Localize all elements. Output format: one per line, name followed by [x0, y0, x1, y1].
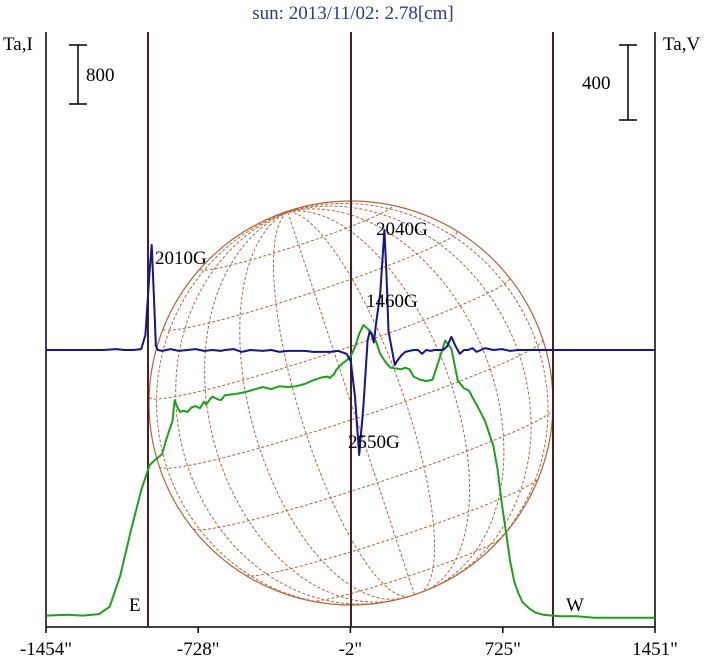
stokes-v-line: [46, 229, 655, 456]
x-tick-label: -728": [177, 639, 220, 660]
longitude-line: [155, 211, 355, 606]
left-axis-label: Ta,I: [3, 34, 33, 55]
longitude-line: [239, 211, 405, 600]
longitude-line: [273, 211, 410, 598]
latitude-line: [311, 537, 502, 602]
stokes-i-line: [45, 324, 655, 619]
right-scale-bar-label: 400: [582, 73, 611, 94]
x-tick-label: 1451": [632, 639, 678, 660]
left-scale-bar: [69, 44, 87, 105]
longitude-line: [287, 205, 532, 581]
latitude-line: [245, 478, 539, 577]
left-scale-bar-label: 800: [86, 65, 115, 86]
longitude-line: [204, 211, 393, 603]
west-limb-label: W: [566, 595, 584, 616]
latitude-line: [199, 205, 393, 271]
x-tick-label: -1454": [20, 639, 72, 660]
latitude-line: [162, 231, 458, 331]
annotation-1460G: 1460G: [366, 291, 418, 312]
longitude-line: [287, 211, 436, 594]
annotation-2550G: 2550G: [348, 432, 400, 453]
longitude-line: [287, 210, 471, 592]
x-tick-label: 725": [485, 639, 521, 660]
annotation-2040G: 2040G: [376, 219, 428, 240]
x-tick-label: -2": [339, 639, 363, 660]
annotation-2010G: 2010G: [155, 248, 207, 269]
right-scale-bar: [619, 44, 637, 121]
longitude-line: [287, 208, 505, 587]
east-limb-label: E: [129, 595, 141, 616]
longitude-line: [175, 211, 380, 605]
right-axis-label: Ta,V: [663, 34, 700, 55]
chart-title: sun: 2013/11/02: 2.78[cm]: [252, 3, 454, 24]
longitude-line: [287, 211, 415, 595]
longitude-line: [287, 203, 549, 568]
